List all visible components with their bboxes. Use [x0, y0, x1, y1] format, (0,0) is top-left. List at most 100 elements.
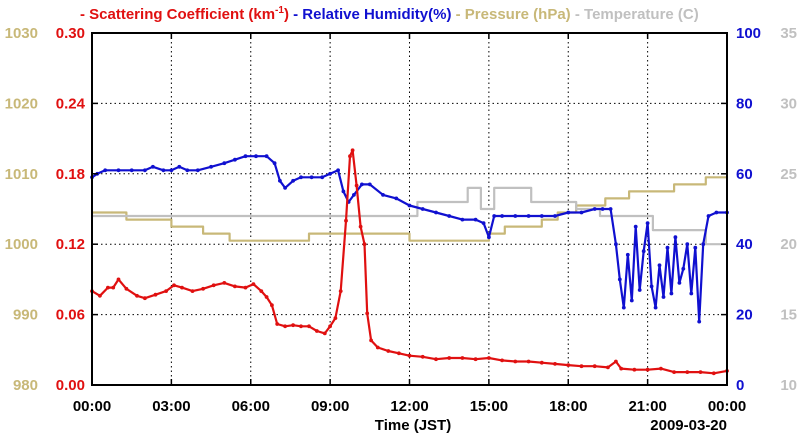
data-point [161, 168, 166, 173]
data-point [633, 224, 638, 229]
data-point [697, 319, 702, 324]
x-tick-label: 06:00 [232, 398, 270, 415]
data-point [579, 210, 584, 215]
data-point [222, 281, 227, 285]
data-point [386, 349, 391, 353]
legend-item-3: - Temperature (C) [571, 6, 699, 23]
data-point [116, 168, 121, 173]
data-point [169, 168, 174, 173]
humidity-tick-label: 0 [736, 377, 744, 394]
data-point [672, 370, 676, 374]
temperature-tick-label: 35 [780, 25, 797, 42]
data-point [566, 363, 571, 367]
data-point [420, 207, 425, 211]
grid [92, 33, 727, 385]
data-point [500, 358, 504, 363]
x-tick-label: 03:00 [152, 398, 190, 415]
data-point [681, 266, 686, 271]
data-point [251, 282, 256, 286]
data-point [473, 217, 478, 222]
data-point [407, 203, 412, 208]
data-point [369, 338, 373, 343]
data-point [381, 193, 385, 197]
data-point [259, 289, 264, 293]
data-point [106, 285, 110, 290]
data-point [665, 245, 670, 250]
data-point [460, 356, 465, 360]
series-scattering-coefficient [90, 148, 729, 376]
data-point [526, 359, 531, 364]
legend-suffix: ) [284, 6, 289, 23]
data-point [625, 252, 630, 257]
data-point [526, 214, 531, 218]
data-point [600, 207, 605, 211]
x-tick-label: 12:00 [390, 398, 428, 415]
legend-item-1: - Relative Humidity(%) [289, 6, 452, 23]
data-point [641, 249, 646, 254]
data-point [177, 164, 182, 169]
data-point [669, 291, 674, 296]
data-point [500, 214, 504, 218]
x-tick-label: 21:00 [628, 398, 666, 415]
data-point [338, 289, 343, 293]
pressure-tick-label: 1010 [5, 166, 38, 183]
data-point [164, 289, 169, 293]
pressure-tick-label: 980 [13, 377, 38, 394]
data-point [592, 364, 597, 369]
data-point [614, 242, 618, 247]
data-point [487, 235, 491, 240]
data-point [434, 210, 438, 215]
data-point [367, 182, 372, 187]
data-point [211, 283, 216, 288]
data-point [653, 305, 658, 310]
data-point [172, 283, 176, 288]
series-temperature [92, 186, 727, 246]
data-point [272, 161, 277, 166]
data-point [447, 356, 452, 360]
data-point [397, 351, 401, 356]
data-point [657, 263, 662, 268]
temperature-tick-label: 10 [780, 377, 797, 394]
data-point [661, 295, 666, 299]
humidity-tick-label: 20 [736, 307, 753, 324]
data-point [513, 359, 518, 364]
data-point [592, 207, 597, 211]
data-point [222, 161, 227, 166]
data-point [299, 175, 303, 180]
data-point [151, 164, 155, 169]
data-point [420, 354, 425, 359]
data-point [539, 360, 544, 365]
data-point [460, 217, 465, 222]
data-point [264, 154, 269, 159]
data-point [434, 357, 438, 362]
data-point [333, 316, 338, 320]
data-point [685, 370, 690, 374]
pressure-tick-label: 1030 [5, 25, 38, 42]
data-point [360, 182, 364, 187]
data-point [270, 303, 274, 308]
humidity-tick-label: 40 [736, 236, 753, 253]
data-point [711, 371, 716, 376]
data-point [307, 324, 311, 329]
data-point [617, 277, 622, 282]
data-point [693, 245, 698, 250]
data-point [553, 214, 557, 218]
data-point [407, 353, 412, 358]
series-pressure [92, 176, 727, 242]
data-point [354, 183, 359, 188]
data-point [315, 329, 319, 333]
data-point [362, 242, 367, 247]
data-point [283, 186, 287, 190]
x-tick-label: 15:00 [470, 398, 508, 415]
data-point [209, 164, 214, 169]
x-tick-label: 09:00 [311, 398, 349, 415]
data-point [513, 214, 518, 218]
data-point [322, 331, 327, 336]
data-point [614, 359, 618, 364]
legend-superscript: -1 [275, 5, 284, 16]
data-point [629, 298, 634, 303]
data-point [243, 154, 248, 159]
data-point [180, 285, 184, 290]
data-point [344, 218, 348, 223]
data-point [116, 277, 121, 282]
